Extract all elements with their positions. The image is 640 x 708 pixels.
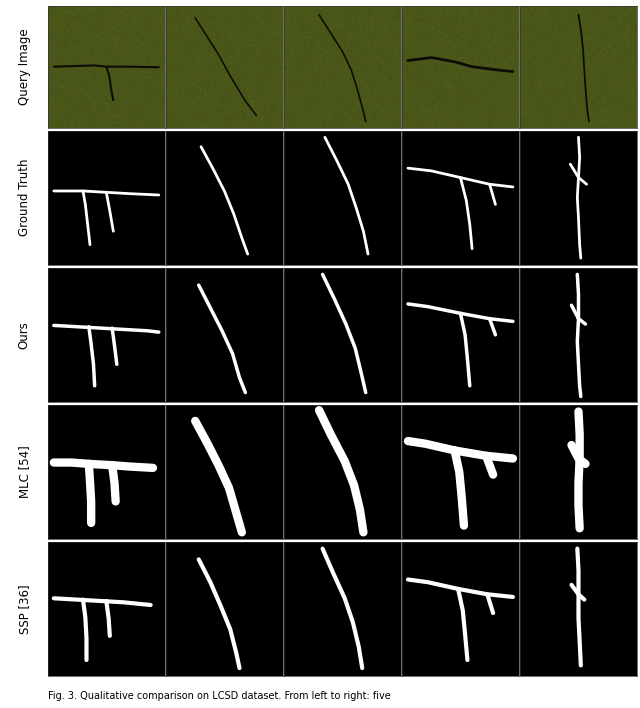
Text: SSP [36]: SSP [36]	[18, 584, 31, 634]
Text: Ours: Ours	[18, 321, 31, 349]
Text: Ground Truth: Ground Truth	[18, 159, 31, 236]
Text: Fig. 3. Qualitative comparison on LCSD dataset. From left to right: five: Fig. 3. Qualitative comparison on LCSD d…	[48, 691, 391, 701]
Text: MLC [54]: MLC [54]	[18, 445, 31, 498]
Text: Query Image: Query Image	[18, 28, 31, 105]
